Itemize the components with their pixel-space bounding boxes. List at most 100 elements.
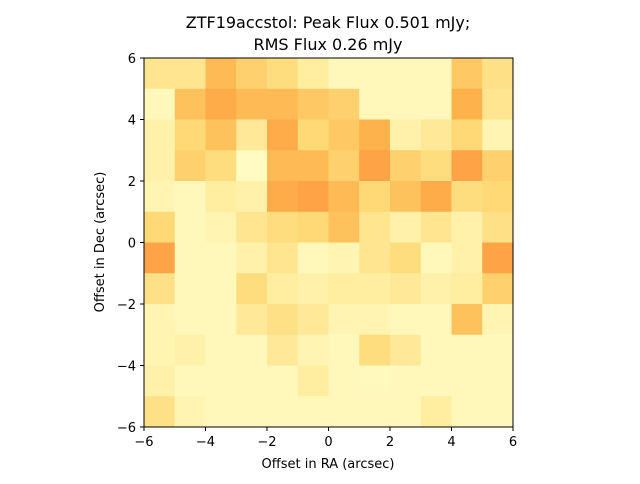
heatmap-cell [144,273,176,305]
heatmap-cell [236,211,268,243]
heatmap-cell [267,273,299,305]
heatmap-cell [390,396,422,428]
heatmap-cell [328,396,360,428]
heatmap-cell [144,150,176,182]
heatmap-cell [359,396,391,428]
heatmap-cell [420,211,452,243]
heatmap-cell [390,334,422,366]
heatmap-cell [236,365,268,397]
heatmap-cell [205,304,237,336]
heatmap-cell [420,150,452,182]
heatmap-cell [359,365,391,397]
y-tick-label: −2 [117,298,136,313]
heatmap-cell [482,119,514,151]
heatmap-cell [451,334,483,366]
heatmap-cell [482,181,514,213]
heatmap-cell [420,58,452,90]
heatmap-cell [420,304,452,336]
heatmap-cell [451,58,483,90]
x-axis: −6 −4 −2 0 2 4 6 [134,427,517,450]
heatmap-cell [236,119,268,151]
heatmap-cell [267,396,299,428]
heatmap-cell [205,242,237,274]
heatmap-cell [451,211,483,243]
heatmap-cell [267,334,299,366]
heatmap-cell [297,304,329,336]
heatmap-cell [144,242,176,274]
y-tick-label: 2 [128,175,136,190]
heatmap-cell [390,181,422,213]
heatmap-cell [174,365,206,397]
heatmap-cell [205,273,237,305]
heatmap-cell [236,88,268,120]
heatmap-cell [297,181,329,213]
heatmap-cell [174,334,206,366]
heatmap-cell [390,119,422,151]
heatmap-cell [420,242,452,274]
chart-title-line2: RMS Flux 0.26 mJy [254,35,403,54]
heatmap-cell [420,365,452,397]
heatmap-cell [359,88,391,120]
chart-title-line1: ZTF19accstol: Peak Flux 0.501 mJy; [186,13,471,32]
heatmap-cell [482,150,514,182]
heatmap-cell [359,58,391,90]
heatmap-cell [482,242,514,274]
heatmap-cell [451,304,483,336]
heatmap-cell [482,88,514,120]
heatmap-cell [297,242,329,274]
heatmap-cell [390,273,422,305]
heatmap-cell [297,396,329,428]
heatmap-cell [205,150,237,182]
heatmap-cell [420,396,452,428]
x-tick-label: 6 [509,435,517,450]
heatmap-cell [420,181,452,213]
heatmap-cell [205,334,237,366]
heatmap-cell [174,304,206,336]
heatmap-cell [451,273,483,305]
heatmap-cell [174,181,206,213]
heatmap-cell [205,58,237,90]
heatmap-cell [297,58,329,90]
heatmap-cell [144,181,176,213]
y-axis-label: Offset in Dec (arcsec) [93,172,108,313]
heatmap-cell [205,119,237,151]
heatmap-cell [420,88,452,120]
y-axis: −6 −4 −2 0 2 4 6 [117,52,144,436]
heatmap-cell [205,181,237,213]
heatmap-cell [267,365,299,397]
x-tick-label: 2 [386,435,394,450]
heatmap-cell [267,211,299,243]
heatmap-cell [267,242,299,274]
x-tick-label: −6 [134,435,153,450]
heatmap-cell [174,119,206,151]
heatmap-cell [267,88,299,120]
heatmap-cell [144,304,176,336]
x-tick-label: 0 [324,435,332,450]
heatmap-cell [205,211,237,243]
heatmap-cell [359,211,391,243]
heatmap-cell [174,211,206,243]
heatmap-cell [451,396,483,428]
heatmap-cell [328,304,360,336]
x-axis-label: Offset in RA (arcsec) [262,457,395,472]
heatmap-cell [174,58,206,90]
heatmap-cell [236,396,268,428]
heatmap-cell [236,181,268,213]
heatmap-cell [328,119,360,151]
heatmap-cell [359,242,391,274]
heatmap-cell [144,119,176,151]
heatmap-cell [359,119,391,151]
heatmap-cell [328,181,360,213]
heatmap-cell [236,304,268,336]
heatmap-cells [144,58,514,428]
heatmap-cell [482,334,514,366]
heatmap-cell [451,181,483,213]
heatmap-cell [236,334,268,366]
heatmap-cell [390,242,422,274]
heatmap-cell [297,211,329,243]
heatmap-cell [359,150,391,182]
heatmap-cell [144,334,176,366]
heatmap-cell [390,150,422,182]
y-tick-label: 6 [128,52,136,67]
